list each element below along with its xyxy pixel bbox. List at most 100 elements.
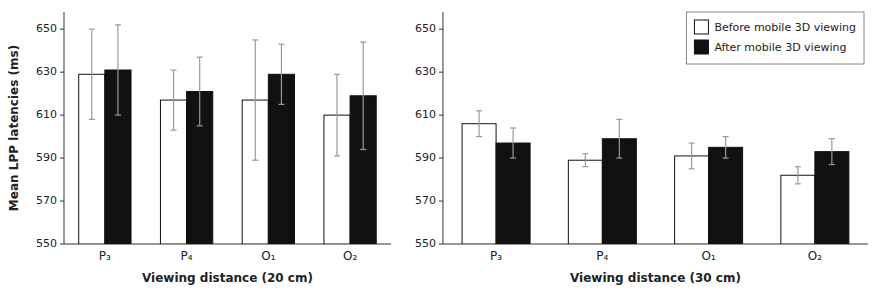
y-tick-label: 650: [36, 22, 57, 35]
y-tick-label: 650: [415, 22, 436, 35]
y-tick: [60, 115, 64, 116]
error-line: [91, 29, 92, 119]
y-tick-label: 610: [415, 108, 436, 121]
error-line: [691, 143, 692, 169]
y-tick-label: 570: [36, 194, 57, 207]
error-cap: [689, 142, 695, 143]
error-cap: [197, 125, 203, 126]
legend-label: After mobile 3D viewing: [714, 41, 846, 54]
y-tick: [439, 115, 443, 116]
y-tick: [60, 201, 64, 202]
error-line: [173, 70, 174, 130]
error-cap: [476, 110, 482, 111]
bar: [709, 147, 743, 244]
error-cap: [582, 166, 588, 167]
error-bar: [171, 70, 177, 130]
x-tick-label: O₂: [808, 249, 822, 263]
y-tick: [439, 244, 443, 245]
error-cap: [171, 69, 177, 70]
bar: [815, 152, 849, 244]
x-tick-label: P₃: [99, 249, 111, 263]
chart-canvas: 550 570 590 610 630 650 P₃ P₄ O₁ O₂ Viewing distan…: [0, 0, 878, 294]
error-bar: [723, 137, 729, 158]
error-cap: [723, 136, 729, 137]
x-tick-label: O₁: [701, 249, 715, 263]
panel: 550570590610630650P₃P₄O₁O₂Viewing distan…: [7, 12, 391, 285]
y-tick-label: 570: [415, 194, 436, 207]
error-line: [117, 25, 118, 115]
bar: [675, 156, 709, 244]
x-axis-label: Viewing distance (30 cm): [570, 271, 741, 285]
y-tick: [439, 29, 443, 30]
error-cap: [252, 160, 258, 161]
bar: [496, 143, 530, 244]
error-cap: [115, 115, 121, 116]
error-bar: [829, 139, 835, 165]
error-cap: [829, 164, 835, 165]
error-cap: [795, 166, 801, 167]
error-bar: [197, 57, 203, 126]
x-tick-label: P₄: [596, 249, 608, 263]
x-tick-label: P₃: [490, 249, 502, 263]
error-cap: [197, 57, 203, 58]
error-bar: [278, 44, 284, 104]
error-cap: [171, 130, 177, 131]
error-cap: [476, 136, 482, 137]
error-bar: [334, 74, 340, 156]
error-cap: [795, 183, 801, 184]
error-cap: [334, 74, 340, 75]
y-tick: [60, 72, 64, 73]
error-cap: [689, 168, 695, 169]
y-tick-label: 550: [415, 237, 436, 250]
error-cap: [252, 39, 258, 40]
y-tick: [439, 201, 443, 202]
error-line: [199, 57, 200, 126]
y-tick-label: 630: [415, 65, 436, 78]
y-axis: [442, 12, 443, 244]
error-bar: [616, 119, 622, 158]
bar: [781, 175, 815, 244]
legend-label: Before mobile 3D viewing: [714, 21, 856, 34]
error-cap: [278, 44, 284, 45]
error-bar: [89, 29, 95, 119]
y-tick-label: 630: [36, 65, 57, 78]
y-tick: [439, 72, 443, 73]
legend: Before mobile 3D viewing After mobile 3D …: [686, 12, 864, 64]
y-tick: [60, 29, 64, 30]
error-cap: [616, 119, 622, 120]
error-cap: [510, 157, 516, 158]
y-tick: [439, 158, 443, 159]
panel: 550570590610630650P₃P₄O₁O₂Viewing distan…: [415, 12, 868, 285]
error-line: [336, 74, 337, 156]
legend-swatch: [694, 20, 708, 34]
error-line: [255, 40, 256, 160]
marks: [79, 25, 377, 244]
x-axis-label: Viewing distance (20 cm): [142, 271, 313, 285]
error-cap: [334, 155, 340, 156]
error-cap: [582, 153, 588, 154]
error-bar: [689, 143, 695, 169]
y-axis-label: Mean LPP latencies (ms): [7, 45, 21, 211]
error-line: [281, 44, 282, 104]
marks: [462, 111, 849, 244]
error-line: [585, 154, 586, 167]
y-tick: [60, 158, 64, 159]
y-tick: [60, 244, 64, 245]
error-line: [797, 167, 798, 184]
error-cap: [723, 157, 729, 158]
y-tick-label: 550: [36, 237, 57, 250]
error-cap: [115, 24, 121, 25]
legend-frame: [686, 12, 864, 64]
error-line: [619, 119, 620, 158]
error-bar: [115, 25, 121, 115]
bar: [462, 124, 496, 244]
error-line: [831, 139, 832, 165]
x-tick-label: O₁: [261, 249, 275, 263]
error-line: [363, 42, 364, 149]
error-cap: [278, 104, 284, 105]
error-line: [725, 137, 726, 158]
y-axis: [64, 12, 65, 244]
y-tick-label: 590: [36, 151, 57, 164]
error-line: [512, 128, 513, 158]
error-cap: [89, 29, 95, 30]
